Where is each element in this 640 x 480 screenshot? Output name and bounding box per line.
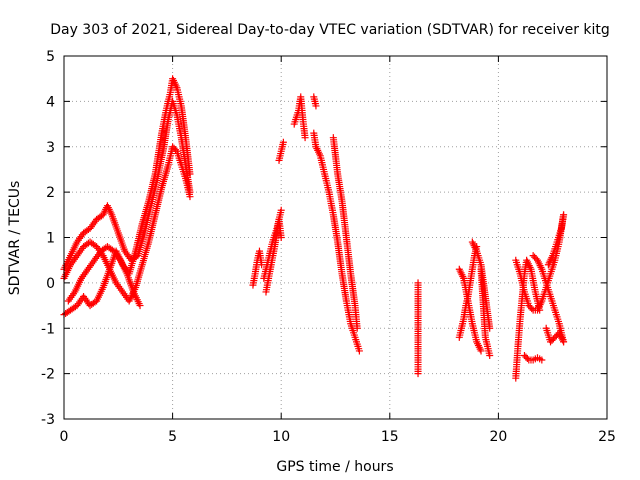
data-point: [353, 324, 361, 332]
data-point: [277, 206, 285, 214]
x-axis-label: GPS time / hours: [276, 459, 393, 475]
data-point: [477, 347, 485, 355]
series-track-q: [477, 265, 494, 359]
data-point: [523, 355, 531, 362]
axis-ticks: 0 5 10 15 20 25 -3 -2 -1 0 1 2 3 4 5: [41, 49, 616, 445]
data-point: [136, 302, 144, 310]
series-track-g: [262, 215, 285, 296]
data-point: [279, 138, 287, 146]
series-track-v: [544, 211, 568, 269]
data-point: [414, 370, 422, 378]
data-point: [486, 351, 494, 359]
x-tick-label: 25: [598, 429, 616, 445]
x-tick-label: 5: [168, 429, 177, 445]
y-tick-label: 2: [46, 185, 55, 201]
data-point: [538, 356, 546, 364]
series-track-c: [60, 143, 194, 305]
data-point: [312, 102, 320, 110]
series-track-w: [542, 324, 568, 346]
y-tick-label: 3: [46, 140, 55, 156]
series-track-i: [290, 93, 309, 142]
x-tick-label: 0: [60, 429, 69, 445]
y-tick-label: 0: [46, 276, 55, 292]
data-point: [186, 193, 194, 201]
y-tick-label: -1: [41, 321, 55, 337]
data-point: [560, 211, 568, 219]
y-tick-label: -3: [41, 412, 55, 428]
series-track-h: [275, 138, 287, 164]
data-point: [171, 146, 179, 154]
series-track-k: [310, 93, 320, 110]
series-track-t: [520, 351, 546, 364]
series-track-l: [329, 134, 361, 332]
chart-title: Day 303 of 2021, Sidereal Day-to-day VTE…: [50, 22, 610, 38]
data-point: [355, 347, 363, 355]
series-track-m: [414, 279, 422, 378]
series-track-j: [310, 129, 363, 355]
y-tick-label: 1: [46, 231, 55, 247]
y-axis-label: SDTVAR / TECUs: [7, 181, 23, 296]
x-tick-label: 15: [381, 429, 399, 445]
data-point: [301, 134, 309, 142]
data-points: [60, 75, 568, 382]
y-tick-label: -2: [41, 367, 55, 383]
y-tick-label: 5: [46, 49, 55, 65]
x-tick-label: 10: [272, 429, 290, 445]
y-tick-label: 4: [46, 94, 55, 110]
series-track-d: [64, 243, 144, 310]
data-point: [560, 338, 568, 346]
data-point: [528, 305, 536, 313]
x-tick-label: 20: [489, 429, 507, 445]
data-point: [277, 234, 285, 241]
series-track-r: [512, 256, 544, 382]
series-track-e: [249, 247, 266, 289]
series-track-b: [60, 97, 194, 273]
series-track-o: [455, 265, 485, 355]
